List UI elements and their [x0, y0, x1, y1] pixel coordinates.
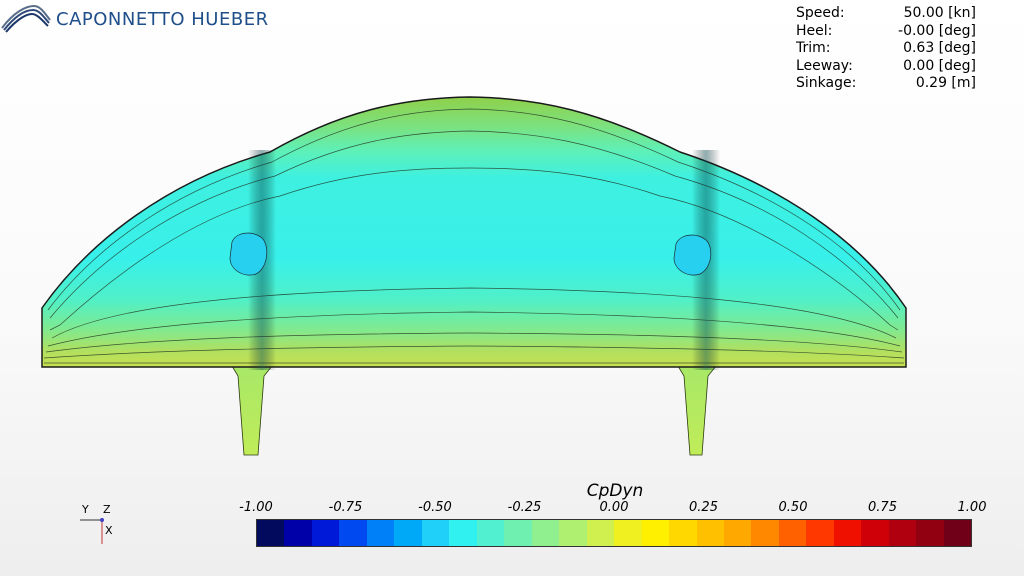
- readout-row-speed: Speed: 50.00 [kn]: [796, 5, 996, 23]
- colorbar-segment: [257, 520, 285, 546]
- colorbar-tick-label: 0.50: [778, 500, 808, 515]
- readout-value: 0.29 [m]: [915, 75, 976, 91]
- colorbar-tick-label: -0.25: [507, 500, 542, 515]
- axis-label-x: X: [105, 524, 113, 537]
- logo-wave-icon: [1, 4, 51, 33]
- colorbar-tick-label: 0.00: [599, 500, 629, 515]
- readout-label: Heel:: [796, 22, 833, 39]
- axis-triad-icon: [80, 518, 104, 544]
- company-logo: CAPONNETTO HUEBER: [0, 0, 268, 40]
- hull-body: [41, 96, 907, 368]
- colorbar-segment: [614, 520, 642, 546]
- colorbar-tick-label: 0.25: [689, 500, 718, 515]
- colorbar-segment: [421, 520, 450, 546]
- colorbar-segment: [861, 520, 889, 546]
- axis-label-y: Y: [82, 503, 89, 516]
- readout-row-heel: Heel: -0.00 [deg]: [796, 23, 996, 41]
- colorbar-segment: [778, 520, 807, 546]
- colorbar-segment: [806, 520, 834, 546]
- readout-value: 0.00 [deg]: [903, 57, 976, 74]
- colorbar-segment: [449, 520, 477, 546]
- readout-value: 50.00 [kn]: [903, 5, 976, 21]
- colorbar-segment: [366, 520, 395, 546]
- colorbar-segment: [641, 520, 670, 546]
- colorbar-segment: [559, 520, 587, 546]
- readout-value: 0.63 [deg]: [903, 40, 976, 56]
- colorbar-segment: [696, 520, 724, 546]
- left-suction-spot: [229, 232, 268, 276]
- colorbar-tick-label: -1.00: [239, 500, 273, 515]
- colorbar-title: CpDyn: [586, 481, 644, 501]
- readout-label: Sinkage:: [796, 75, 857, 91]
- readout-row-sinkage: Sinkage: 0.29 [m]: [796, 75, 996, 93]
- colorbar-tick-label: 0.75: [868, 500, 897, 515]
- colorbar-segment: [916, 520, 944, 546]
- readout-label: Speed:: [796, 5, 845, 21]
- right-suction-spot: [673, 234, 712, 276]
- colorbar-segment: [394, 520, 422, 546]
- colorbar-segment: [504, 520, 532, 546]
- colorbar: [256, 519, 972, 547]
- colorbar-tick-label: -0.75: [328, 500, 363, 515]
- colorbar-segment: [311, 520, 340, 546]
- readout-row-leeway: Leeway: 0.00 [deg]: [796, 58, 996, 76]
- colorbar-segment: [888, 520, 917, 546]
- colorbar-segment: [833, 520, 862, 546]
- readout-value: -0.00 [deg]: [898, 22, 976, 39]
- readout-row-trim: Trim: 0.63 [deg]: [796, 40, 996, 58]
- colorbar-segment: [284, 520, 312, 546]
- colorbar-tick-label: 1.00: [957, 500, 987, 515]
- left-fin: [231, 365, 273, 456]
- readout-label: Leeway:: [796, 57, 853, 74]
- axis-label-z: Z: [103, 503, 111, 516]
- colorbar-segment: [586, 520, 615, 546]
- colorbar-segment: [476, 520, 505, 546]
- colorbar-segment: [669, 520, 697, 546]
- colorbar-segment: [339, 520, 367, 546]
- condition-readout: Speed: 50.00 [kn] Heel: -0.00 [deg] Trim…: [796, 5, 996, 93]
- colorbar-segment: [943, 520, 972, 546]
- hull-pressure-render: [41, 96, 907, 456]
- colorbar-segment: [531, 520, 560, 546]
- colorbar-segment: [723, 520, 752, 546]
- contour-lines: [43, 108, 905, 364]
- axis-triad: Y Z X: [72, 500, 122, 550]
- colorbar-tick-labels: -1.00 -0.75 -0.50 -0.25 0.00 0.25 0.50 0…: [220, 500, 1010, 518]
- right-fin: [677, 365, 717, 456]
- colorbar-segment: [751, 520, 779, 546]
- colorbar-tick-label: -0.50: [418, 500, 452, 515]
- logo-text: CAPONNETTO HUEBER: [56, 9, 269, 30]
- readout-label: Trim:: [796, 40, 831, 56]
